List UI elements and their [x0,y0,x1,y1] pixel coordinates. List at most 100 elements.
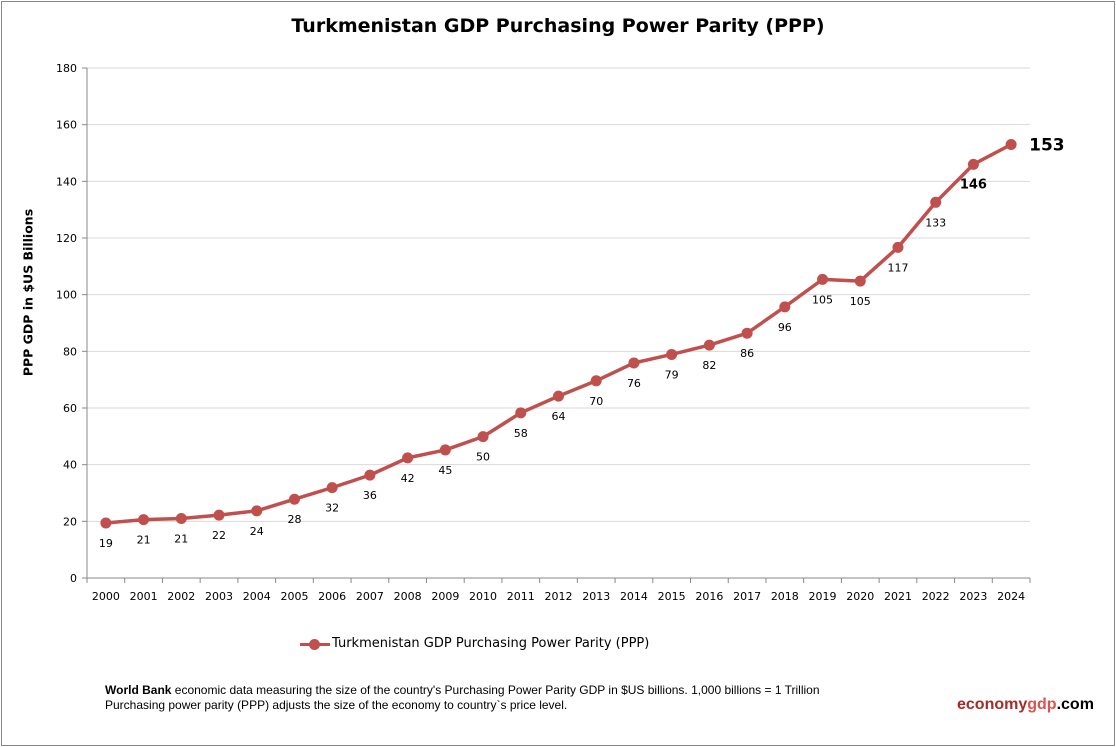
x-tick-label: 2007 [356,590,384,603]
x-tick-label: 2017 [733,590,761,603]
data-label: 82 [702,359,716,372]
data-label: 146 [960,177,987,192]
x-tick-label: 2016 [695,590,723,603]
data-label: 24 [250,525,264,538]
x-tick-label: 2021 [884,590,912,603]
data-point [288,493,300,505]
data-label: 86 [740,347,754,360]
data-label: 76 [627,377,641,390]
x-tick-label: 2005 [280,590,308,603]
footer-line-1: economic data measuring the size of the … [171,683,820,697]
data-point [326,482,338,494]
y-tick-label: 80 [63,345,77,358]
data-label: 133 [925,216,946,229]
x-tick-label: 2022 [922,590,950,603]
y-tick-label: 60 [63,402,77,415]
data-point [892,241,904,253]
x-tick-label: 2015 [658,590,686,603]
data-point [779,301,791,313]
data-point [930,196,942,208]
data-label: 42 [401,472,415,485]
data-label: 58 [514,427,528,440]
data-point [364,469,376,481]
x-tick-label: 2014 [620,590,648,603]
x-tick-label: 2001 [130,590,158,603]
data-point [817,273,829,285]
data-label: 70 [589,395,603,408]
data-point [138,514,150,526]
y-tick-label: 20 [63,515,77,528]
legend-label: Turkmenistan GDP Purchasing Power Parity… [332,636,650,651]
series-line [105,142,1012,525]
data-label: 36 [363,489,377,502]
brand-part-3: .com [1056,696,1094,713]
data-point [553,390,564,402]
x-tick-label: 2023 [959,590,987,603]
data-point [590,375,602,387]
footer-line-2: Purchasing power parity (PPP) adjusts th… [105,698,568,712]
data-label: 117 [887,261,908,274]
y-tick-label: 140 [56,175,77,188]
data-label: 64 [552,410,566,423]
data-label: 19 [99,537,113,550]
y-tick-label: 160 [56,119,77,132]
data-point [439,444,451,456]
legend-marker-icon [300,637,330,651]
x-tick-label: 2011 [507,590,535,603]
y-tick-label: 180 [56,62,77,75]
data-label: 79 [665,368,679,381]
x-tick-label: 2018 [771,590,799,603]
brand-logo[interactable]: economygdp.com [957,696,1094,714]
data-point [251,505,263,517]
data-label: 28 [287,513,301,526]
footer-note: World Bank economic data measuring the s… [105,683,820,713]
y-tick-label: 120 [56,232,77,245]
data-label: 22 [212,529,226,542]
data-point [1005,139,1017,150]
data-point [175,513,187,524]
data-label: 50 [476,451,490,464]
data-point [666,348,678,360]
data-label: 96 [778,321,792,334]
data-label: 105 [812,293,833,306]
brand-part-2: gdp [1027,696,1057,713]
data-point [515,407,527,419]
data-point [703,339,715,351]
data-label: 45 [438,464,452,477]
x-tick-label: 2006 [318,590,346,603]
chart-title: Turkmenistan GDP Purchasing Power Parity… [291,15,825,37]
legend: Turkmenistan GDP Purchasing Power Parity… [300,636,649,651]
data-point [402,452,414,464]
data-label: 32 [325,502,339,515]
y-tick-label: 100 [56,289,77,302]
x-tick-label: 2012 [545,590,573,603]
source-name: World Bank [105,683,172,697]
x-tick-label: 2003 [205,590,233,603]
x-tick-label: 2024 [997,590,1025,603]
x-tick-label: 2000 [92,590,120,603]
data-point [213,509,225,521]
data-point [628,357,640,369]
data-point [854,275,866,287]
x-tick-label: 2004 [243,590,271,603]
x-tick-label: 2019 [809,590,837,603]
x-tick-label: 2002 [167,590,195,603]
x-tick-label: 2013 [582,590,610,603]
x-tick-label: 2009 [431,590,459,603]
y-tick-label: 40 [63,459,77,472]
data-point [741,327,753,339]
y-tick-label: 0 [70,572,77,585]
x-tick-label: 2010 [469,590,497,603]
brand-part-1: economy [957,696,1028,713]
data-label: 153 [1029,136,1065,156]
data-point [967,158,979,170]
x-tick-label: 2020 [846,590,874,603]
data-label: 105 [850,295,871,308]
data-point [477,431,489,443]
data-label: 21 [137,534,151,547]
x-tick-label: 2008 [394,590,422,603]
data-point [100,517,112,529]
